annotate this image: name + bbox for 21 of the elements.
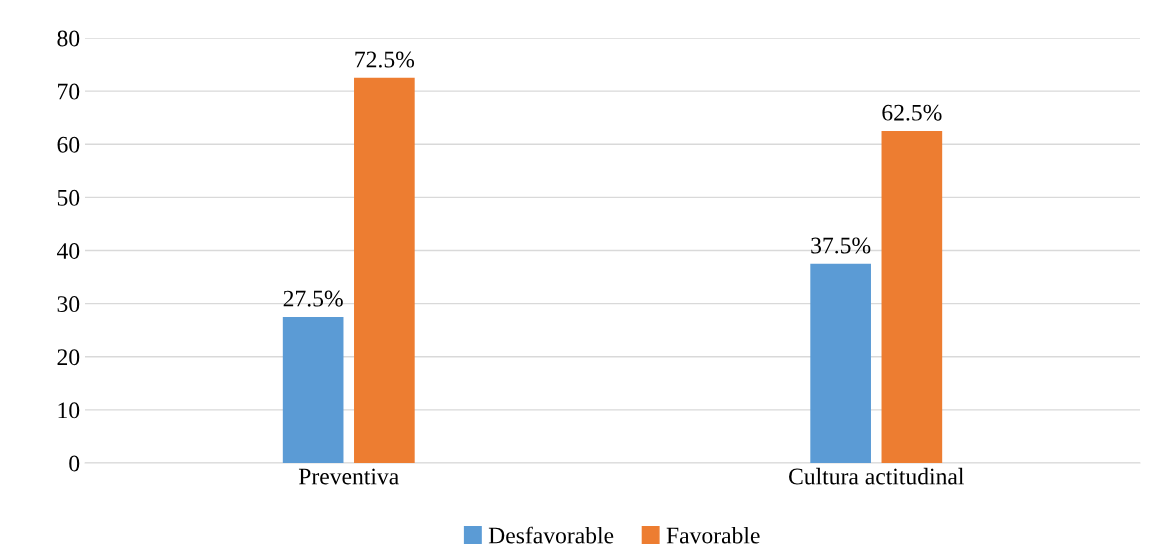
y-tick-label: 70 [58, 83, 80, 100]
bar [354, 77, 415, 463]
data-label: 62.5% [882, 104, 942, 121]
legend-label: Desfavorable [488, 526, 614, 544]
x-tick-label: Preventiva [298, 468, 399, 485]
x-tick-label: Cultura actitudinal [789, 467, 964, 485]
y-tick-label: 20 [57, 349, 80, 366]
data-label: 27.5% [283, 290, 343, 307]
y-tick-label: 40 [56, 242, 80, 259]
y-tick-label: 0 [69, 455, 80, 472]
y-tick-label: 50 [57, 189, 80, 206]
y-tick-label: 80 [57, 30, 80, 47]
bar [810, 263, 871, 463]
bar [881, 130, 943, 463]
data-label: 72.5% [355, 51, 415, 68]
y-tick-label: 30 [57, 296, 80, 313]
y-tick-label: 60 [57, 136, 80, 153]
bar [282, 316, 344, 463]
y-tick-label: 10 [58, 402, 80, 419]
data-label: 37.5% [811, 237, 871, 254]
legend-label: Favorable [666, 526, 760, 544]
